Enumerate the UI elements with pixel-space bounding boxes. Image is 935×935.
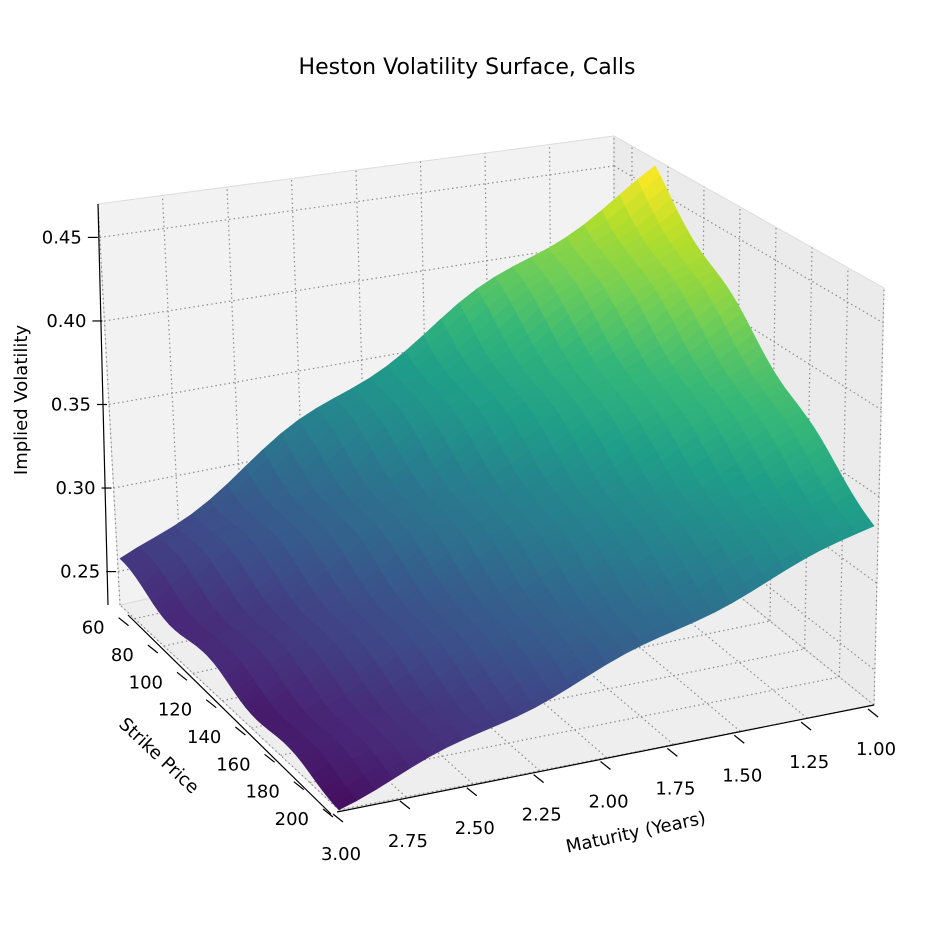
y-tick-label: 200: [275, 809, 309, 830]
x-tick: [533, 774, 544, 784]
floor-grid-strike: [338, 704, 875, 811]
surface: [119, 165, 875, 811]
floor-grid-maturity: [119, 604, 340, 811]
floor-grid-strike: [251, 620, 771, 729]
y-axis-line: [127, 614, 332, 815]
floor-grid-maturity: [613, 494, 875, 706]
z-axis-label: Implied Volatility: [11, 325, 32, 476]
z-tick-label: 0.40: [46, 311, 86, 332]
y-tick-label: 180: [245, 782, 279, 803]
y-tick-label: 140: [187, 727, 221, 748]
right-pane-grid-strike: [838, 267, 849, 678]
y-tick: [264, 753, 275, 763]
right-pane-grid-strike: [873, 287, 885, 706]
axes: 0.25 0.30 0.35 0.40 0.45 60 80 100 120 140 160 180 2…: [42, 203, 896, 865]
y-tick: [205, 699, 217, 709]
y-tick-label: 160: [216, 754, 250, 775]
y-tick: [235, 726, 246, 736]
x-tick: [733, 734, 745, 744]
back-pane-grid-vol: [104, 240, 615, 322]
x-tick-label: 1.75: [655, 778, 695, 799]
z-tick-label: 0.45: [42, 227, 82, 248]
chart-title: Heston Volatility Surface, Calls: [299, 55, 636, 80]
z-tick-label: 0.30: [56, 478, 96, 499]
y-tick-label: 100: [129, 672, 163, 693]
y-tick-label: 80: [111, 645, 134, 666]
y-tick-label: 120: [158, 700, 192, 721]
x-tick: [667, 747, 678, 757]
x-tick-label: 2.50: [455, 818, 495, 839]
x-axis-label: Maturity (Years): [564, 808, 708, 858]
x-tick: [466, 787, 478, 797]
y-tick: [322, 808, 334, 818]
surface-patch: [333, 793, 358, 811]
y-tick: [293, 781, 305, 791]
x-tick-label: 1.25: [789, 752, 829, 773]
x-tick: [800, 721, 812, 731]
y-tick: [147, 644, 159, 654]
y-tick: [176, 671, 188, 681]
back-pane-grid-vol: [99, 165, 615, 239]
z-tick-label: 0.35: [51, 395, 91, 416]
floor-grid-strike: [280, 648, 805, 756]
y-tick: [118, 617, 129, 627]
y-tick-label: 60: [82, 618, 105, 639]
x-tick: [600, 761, 611, 770]
x-tick-label: 3.00: [321, 844, 361, 865]
x-tick-label: 2.25: [522, 805, 562, 826]
x-tick-label: 1.00: [856, 739, 896, 760]
x-tick: [399, 800, 411, 810]
x-axis-line: [336, 704, 875, 813]
x-tick-label: 1.50: [722, 765, 762, 786]
z-tick-label: 0.25: [60, 562, 100, 583]
x-tick: [332, 813, 344, 823]
x-tick: [867, 708, 879, 718]
x-tick-label: 2.75: [388, 831, 428, 852]
x-tick-label: 2.00: [588, 792, 628, 813]
